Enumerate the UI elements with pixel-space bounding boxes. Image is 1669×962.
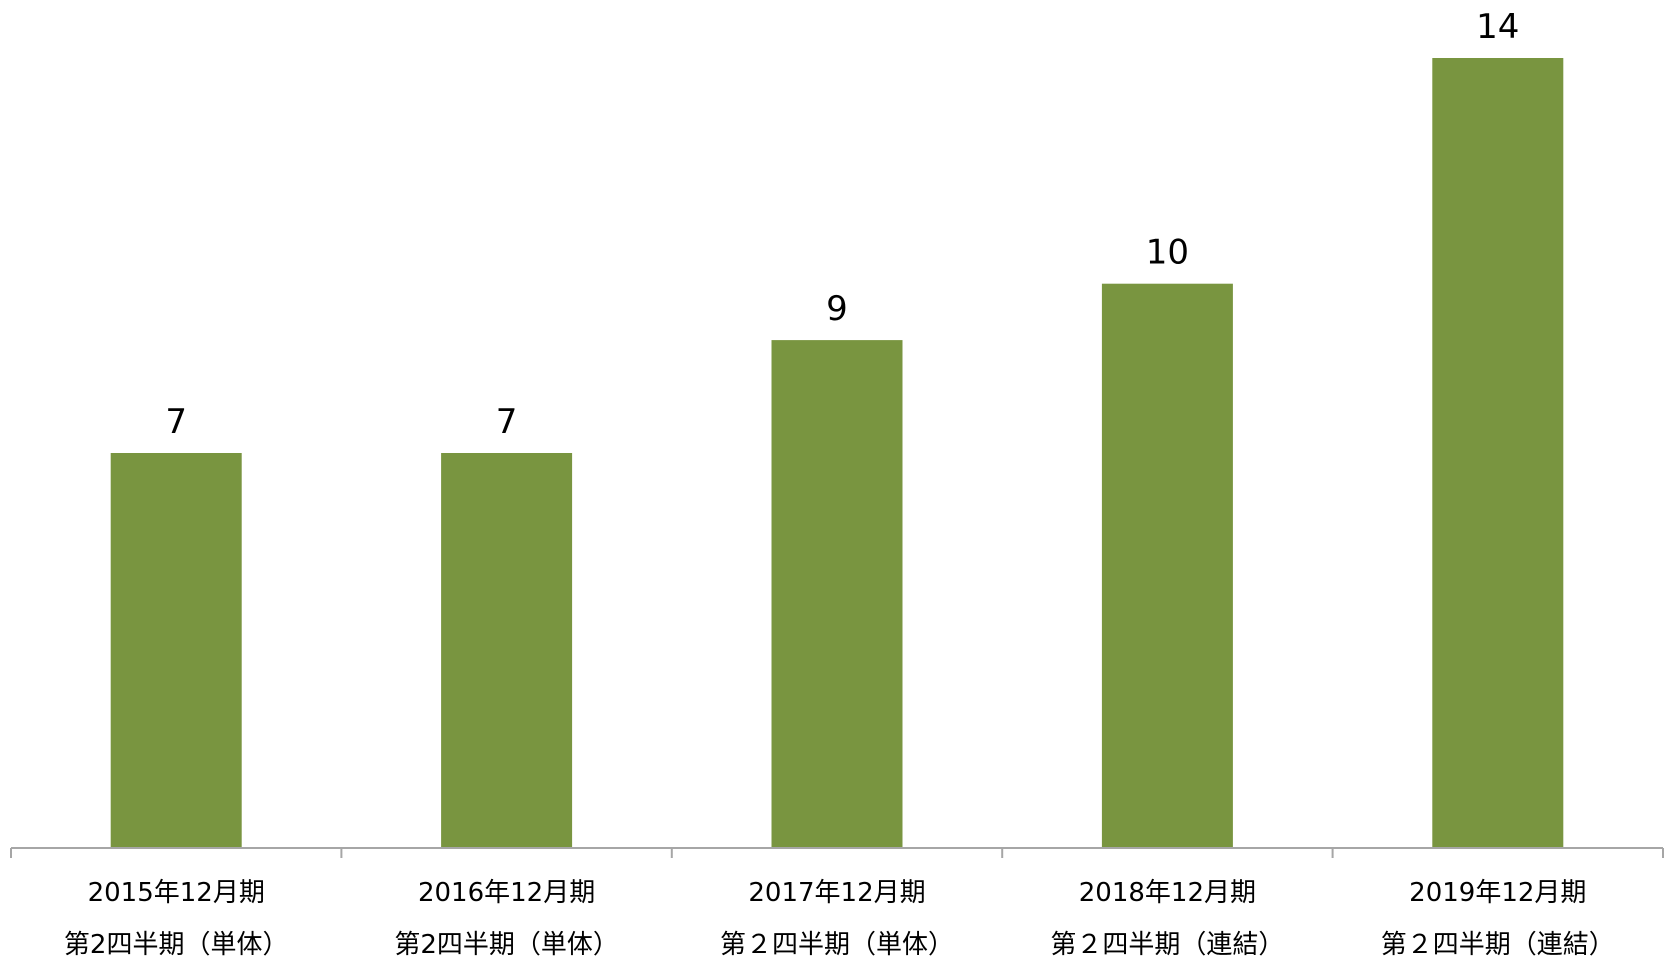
category-label-4-line-0: 2019年12月期 [1409, 878, 1586, 908]
category-label-3-line-0: 2018年12月期 [1079, 878, 1256, 908]
category-label-2-line-1: 第２四半期（単体） [720, 930, 954, 960]
category-label-0-line-0: 2015年12月期 [88, 878, 265, 908]
bar-4 [1432, 58, 1564, 848]
data-label-0: 7 [165, 402, 187, 442]
category-labels: 2015年12月期第2四半期（単体）2016年12月期第2四半期（単体）2017… [64, 878, 1615, 960]
category-label-2-line-0: 2017年12月期 [748, 878, 925, 908]
category-label-1-line-1: 第2四半期（単体） [394, 930, 619, 960]
data-label-1: 7 [496, 402, 518, 442]
x-axis [10, 847, 1664, 858]
data-labels: 7 7 9 10 14 [165, 7, 1519, 442]
bar-2 [771, 340, 903, 848]
data-label-2: 9 [826, 289, 848, 329]
category-label-1-line-0: 2016年12月期 [418, 878, 595, 908]
data-label-4: 14 [1476, 7, 1519, 47]
bar-3 [1101, 283, 1233, 848]
bar-0 [110, 453, 242, 848]
data-label-3: 10 [1146, 233, 1189, 273]
category-label-0-line-1: 第2四半期（単体） [64, 930, 289, 960]
bar-1 [441, 453, 573, 848]
category-label-4-line-1: 第２四半期（連結） [1381, 930, 1615, 960]
category-label-3-line-1: 第２四半期（連結） [1050, 930, 1284, 960]
bar-series [110, 58, 1564, 848]
